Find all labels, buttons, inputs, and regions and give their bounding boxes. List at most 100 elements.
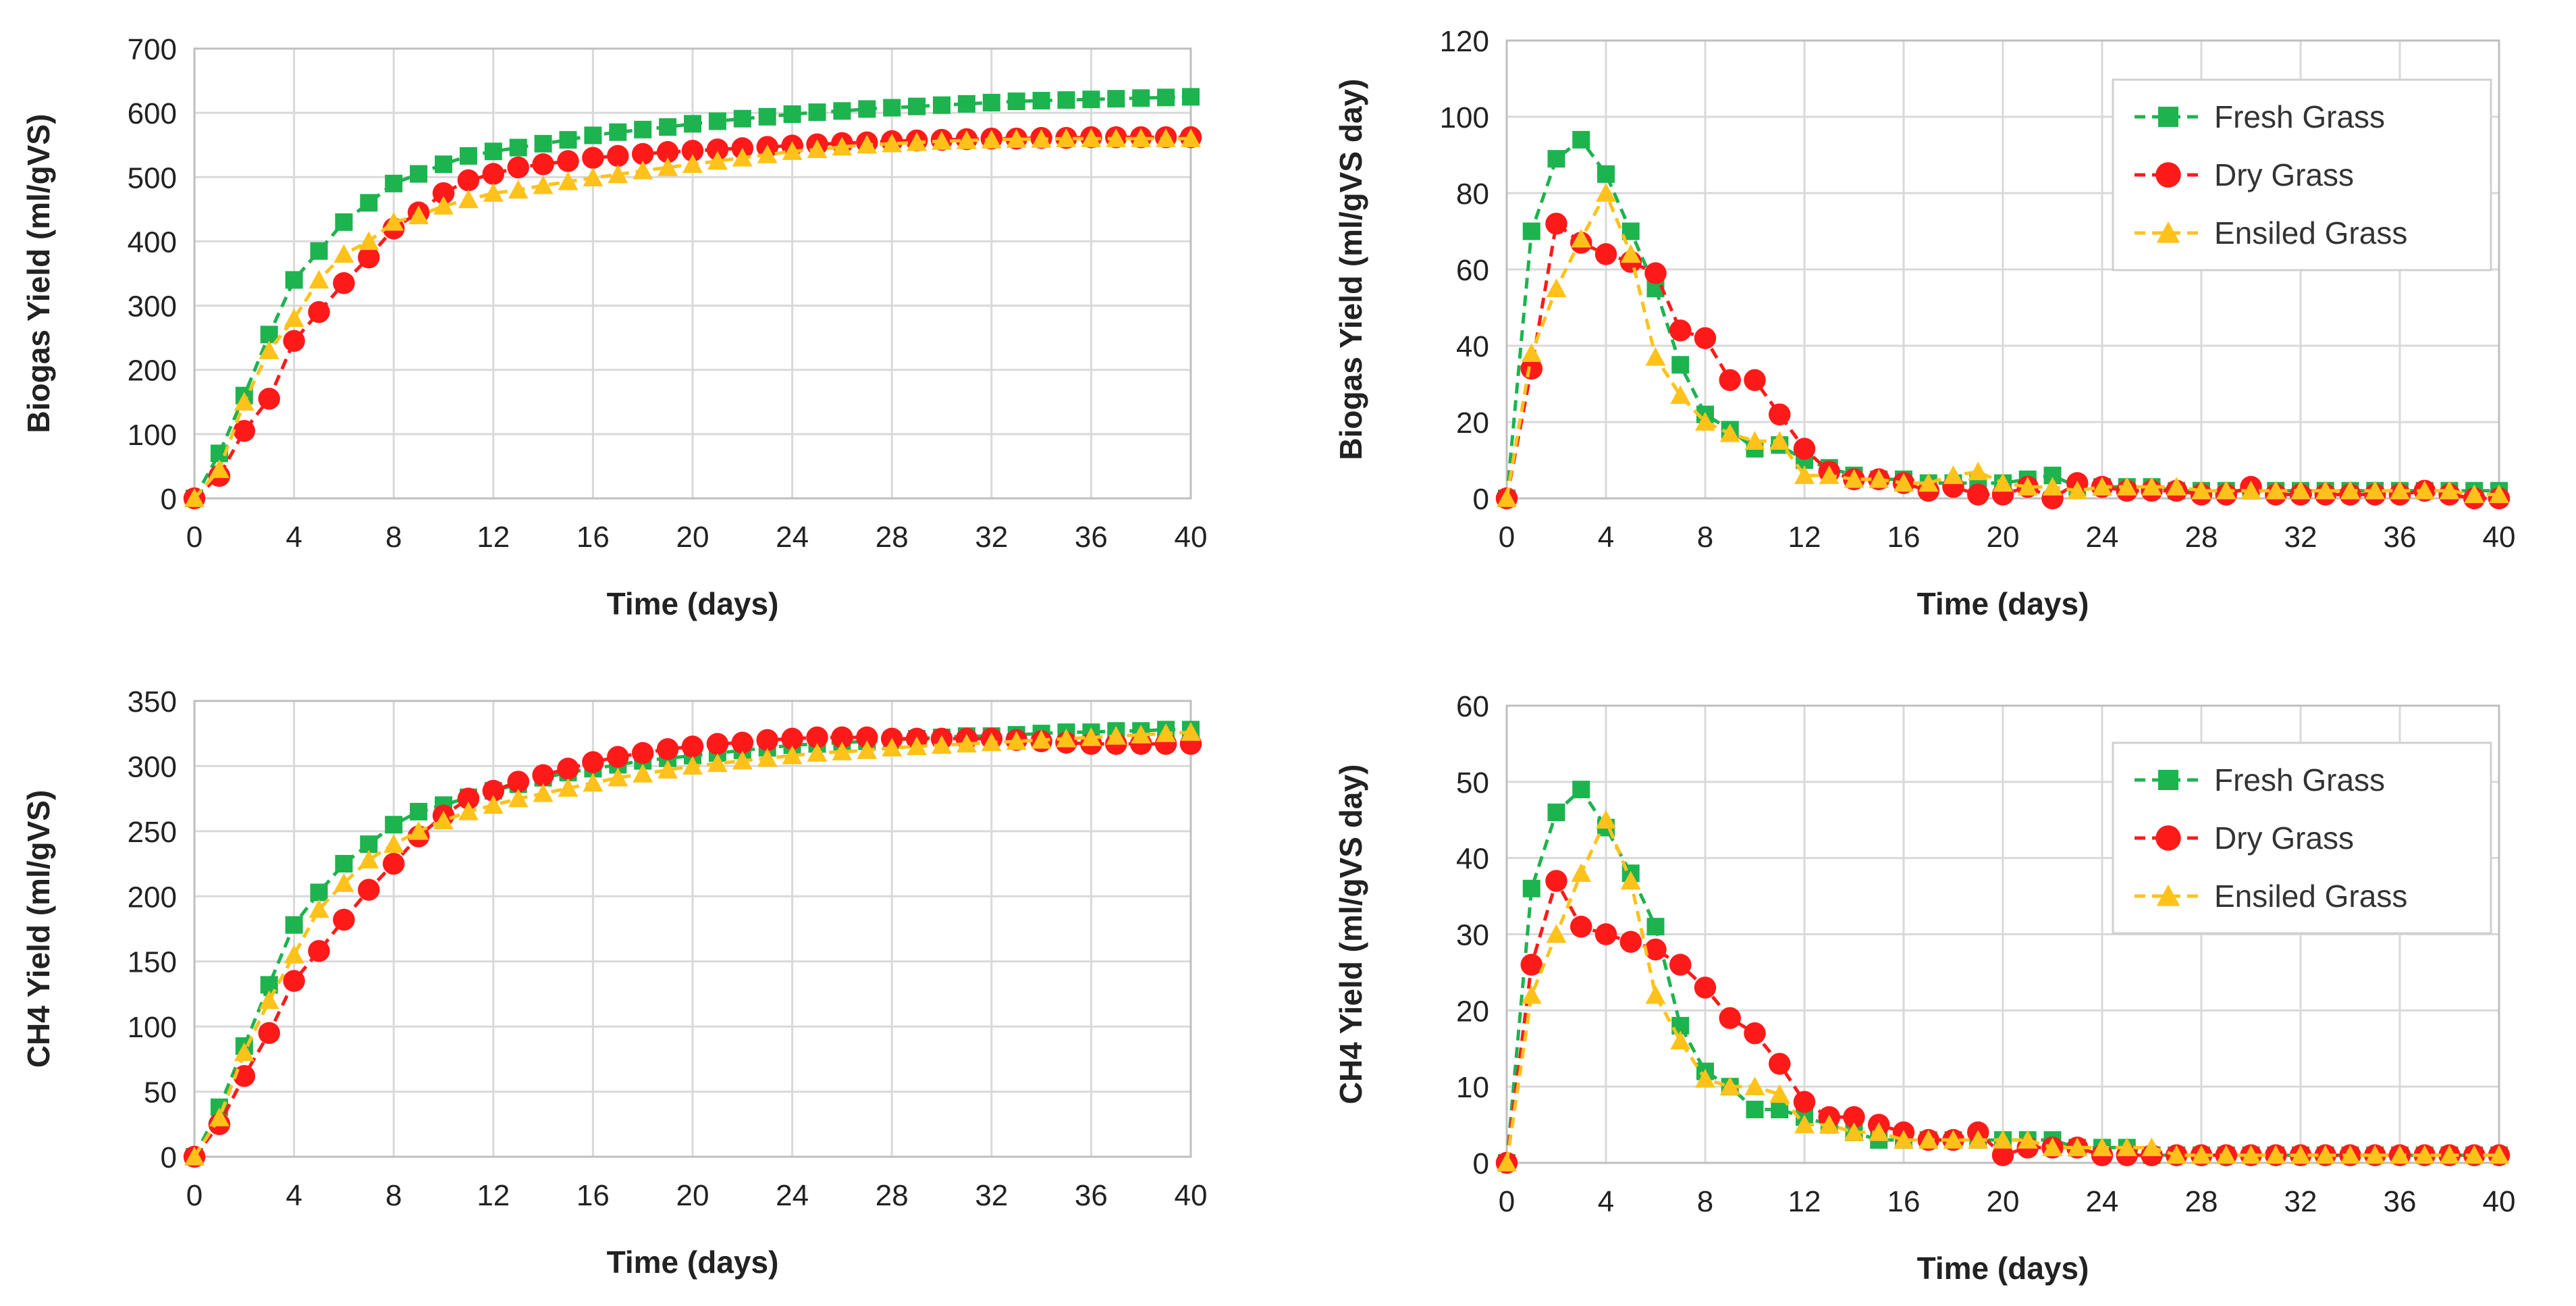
data-point-ensiled bbox=[558, 171, 579, 190]
data-point-dry bbox=[1545, 212, 1567, 235]
data-point-fresh bbox=[733, 109, 751, 128]
data-point-ensiled bbox=[2191, 480, 2211, 500]
data-point-ensiled bbox=[1894, 473, 1914, 492]
x-tick-label: 32 bbox=[975, 1179, 1008, 1212]
data-point-ensiled bbox=[682, 756, 703, 775]
series-ensiled bbox=[1497, 183, 2509, 507]
x-tick-label: 16 bbox=[1887, 521, 1921, 554]
data-point-ensiled bbox=[583, 167, 603, 186]
data-point-ensiled bbox=[184, 488, 205, 507]
data-point-ensiled bbox=[2390, 480, 2410, 500]
data-point-ensiled bbox=[658, 760, 678, 779]
data-point-ensiled bbox=[1521, 985, 1542, 1004]
data-point-dry bbox=[557, 150, 579, 172]
data-point-ensiled bbox=[2017, 477, 2038, 496]
data-point-ensiled bbox=[1620, 244, 1641, 263]
x-tick-label: 4 bbox=[1598, 521, 1614, 554]
data-point-ensiled bbox=[2067, 480, 2088, 500]
data-point-fresh bbox=[933, 96, 950, 114]
x-tick-label: 12 bbox=[1788, 521, 1821, 554]
data-point-ensiled bbox=[1497, 488, 1517, 507]
legend-label-fresh: Fresh Grass bbox=[2214, 762, 2385, 798]
legend-label-dry: Dry Grass bbox=[2214, 820, 2354, 856]
data-point-fresh bbox=[908, 97, 926, 115]
data-point-ensiled bbox=[1918, 1130, 1939, 1149]
data-point-ensiled bbox=[857, 134, 878, 154]
data-point-ensiled bbox=[383, 211, 404, 231]
x-tick-label: 12 bbox=[477, 1179, 510, 1212]
data-point-dry bbox=[856, 726, 878, 749]
data-point-ensiled bbox=[1819, 465, 1840, 484]
data-point-fresh bbox=[1646, 918, 1665, 936]
data-point-fresh bbox=[1746, 1101, 1764, 1119]
data-point-ensiled bbox=[1943, 465, 1964, 484]
y-tick-label: 250 bbox=[128, 816, 177, 849]
y-tick-label: 40 bbox=[1456, 843, 1489, 876]
data-point-dry bbox=[308, 301, 330, 323]
data-point-ensiled bbox=[2464, 1145, 2485, 1164]
data-point-ensiled bbox=[757, 145, 778, 163]
data-point-ensiled bbox=[2489, 1145, 2509, 1164]
data-point-dry bbox=[333, 908, 355, 931]
y-tick-label: 60 bbox=[1456, 690, 1489, 723]
data-point-fresh bbox=[858, 100, 876, 118]
data-point-fresh bbox=[684, 115, 701, 133]
data-point-fresh bbox=[310, 242, 328, 260]
legend-item-dry: Dry Grass bbox=[2135, 820, 2354, 856]
data-point-ensiled bbox=[1744, 1076, 1765, 1095]
data-point-ensiled bbox=[608, 164, 628, 184]
x-tick-label: 36 bbox=[1075, 1179, 1108, 1212]
data-point-fresh bbox=[758, 107, 776, 126]
data-point-ensiled bbox=[832, 741, 853, 760]
data-point-dry bbox=[681, 735, 704, 758]
data-point-ensiled bbox=[1769, 431, 1790, 450]
data-point-ensiled bbox=[533, 783, 554, 802]
data-point-ensiled bbox=[1056, 728, 1077, 748]
data-point-fresh bbox=[708, 112, 726, 130]
data-point-ensiled bbox=[2265, 480, 2286, 500]
data-point-dry bbox=[1694, 327, 1717, 349]
data-point-dry bbox=[308, 940, 330, 962]
data-point-ensiled bbox=[658, 157, 678, 176]
x-tick-label: 0 bbox=[1499, 521, 1515, 554]
y-axis-title: CH4 Yield (ml/gVS) bbox=[21, 790, 56, 1068]
data-point-ensiled bbox=[558, 778, 579, 797]
plot-area-border bbox=[193, 700, 1192, 1158]
legend: Fresh Grass Dry Grass Ensiled Grass bbox=[2112, 78, 2492, 271]
data-point-dry bbox=[432, 182, 455, 205]
x-tick-label: 32 bbox=[2284, 1185, 2317, 1218]
x-tick-label: 16 bbox=[576, 1179, 610, 1212]
data-point-fresh bbox=[584, 126, 602, 145]
data-point-fresh bbox=[1547, 803, 1565, 821]
data-point-dry bbox=[582, 147, 604, 169]
data-point-dry bbox=[681, 140, 704, 162]
legend-item-ensiled: Ensiled Grass bbox=[2135, 879, 2407, 914]
data-point-ensiled bbox=[1943, 1130, 1964, 1149]
data-point-ensiled bbox=[932, 735, 952, 754]
data-point-dry bbox=[457, 787, 480, 810]
data-point-ensiled bbox=[1695, 412, 1715, 431]
data-point-dry bbox=[1545, 870, 1567, 892]
data-point-ensiled bbox=[1156, 128, 1177, 147]
data-point-ensiled bbox=[707, 151, 728, 170]
data-point-dry bbox=[1719, 1007, 1741, 1029]
y-tick-label: 50 bbox=[1456, 766, 1489, 800]
legend-label-ensiled: Ensiled Grass bbox=[2214, 879, 2407, 914]
data-point-ensiled bbox=[956, 733, 977, 753]
data-point-fresh bbox=[459, 147, 477, 165]
data-point-fresh bbox=[385, 816, 403, 834]
data-point-ensiled bbox=[2464, 484, 2485, 504]
data-point-ensiled bbox=[633, 764, 653, 783]
data-point-fresh bbox=[1572, 130, 1590, 149]
data-point-ensiled bbox=[1869, 469, 1889, 488]
data-point-ensiled bbox=[1794, 465, 1815, 484]
data-point-fresh bbox=[659, 118, 677, 136]
data-point-ensiled bbox=[1081, 128, 1102, 147]
data-point-ensiled bbox=[2141, 477, 2162, 496]
data-point-dry bbox=[1644, 262, 1667, 284]
data-point-ensiled bbox=[882, 737, 903, 757]
data-point-ensiled bbox=[583, 773, 603, 792]
legend-item-fresh: Fresh Grass bbox=[2135, 762, 2385, 798]
data-point-dry bbox=[1967, 484, 1989, 506]
